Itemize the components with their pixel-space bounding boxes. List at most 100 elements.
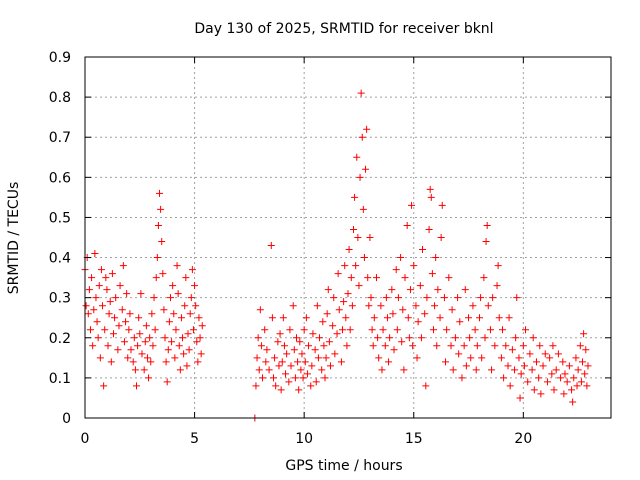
data-point [259,374,267,382]
x-tick-label: 10 [295,431,313,447]
data-point [120,338,128,346]
data-point [255,366,263,374]
data-point [321,374,329,382]
data-point [356,173,364,181]
data-point [141,338,149,346]
data-point [520,362,528,370]
data-point [491,342,499,350]
data-point [138,350,146,358]
data-point [381,342,389,350]
data-point [267,242,275,250]
data-points [81,89,592,422]
data-point [433,342,441,350]
data-point [343,342,351,350]
data-point [147,358,155,366]
data-point [325,338,333,346]
data-point [150,294,158,302]
data-point [422,382,430,390]
data-point [383,314,391,322]
data-point [574,366,582,374]
data-point [184,330,192,338]
data-point [419,246,427,254]
data-point [186,310,194,318]
data-point [374,334,382,342]
data-point [561,370,569,378]
data-point [480,274,488,282]
data-point [429,326,437,334]
data-point [461,286,469,294]
data-point [427,193,435,201]
data-point [548,370,556,378]
data-point [185,346,193,354]
data-point [296,338,304,346]
data-point [483,221,491,229]
data-point [95,282,103,290]
data-point [194,358,202,366]
data-point [541,350,549,358]
data-point [265,366,273,374]
data-point [166,294,174,302]
data-point [572,354,580,362]
data-point [172,326,180,334]
data-point [425,225,433,233]
data-point [404,314,412,322]
data-point [477,294,485,302]
data-point [385,358,393,366]
data-point [158,238,166,246]
data-point [118,306,126,314]
data-point [357,89,365,97]
data-point [568,386,576,394]
data-point [506,382,514,390]
grid-lines [85,57,611,418]
data-point [161,334,169,342]
data-point [94,334,102,342]
y-tick-label: 0.5 [49,210,71,226]
data-point [513,294,521,302]
data-point [143,354,151,362]
data-point [253,354,261,362]
data-point [473,342,481,350]
data-point [344,290,352,298]
data-point [546,354,554,362]
data-point [410,262,418,270]
data-point [445,274,453,282]
data-point [366,234,374,241]
data-point [559,358,567,366]
data-point [176,366,184,374]
data-point [532,358,540,366]
data-point [93,318,101,326]
data-point [291,374,299,382]
data-point [367,294,375,302]
data-point [400,366,408,374]
data-point [252,382,260,390]
data-point [517,370,525,378]
data-point [151,326,159,334]
data-point [552,366,560,374]
data-point [358,133,366,141]
data-point [563,378,571,386]
data-point [331,350,339,358]
data-point [423,294,431,302]
data-point [196,334,204,342]
data-point [149,342,157,350]
data-point [522,326,530,334]
data-point [515,354,523,362]
data-point [406,286,414,294]
data-point [324,286,332,294]
x-tick-label: 5 [190,431,199,447]
data-point [469,302,477,310]
data-point [342,314,350,322]
data-point [489,294,497,302]
x-tick-label: 15 [405,431,423,447]
data-point [173,262,181,270]
data-point [584,362,592,370]
data-point [573,382,581,390]
data-point [536,342,544,350]
x-tick-labels: 0 5 10 15 20 [81,431,533,447]
data-point [417,334,425,342]
data-point [403,221,411,229]
data-point [442,358,450,366]
data-point [97,266,105,274]
data-point [529,334,537,342]
data-point [330,294,338,302]
